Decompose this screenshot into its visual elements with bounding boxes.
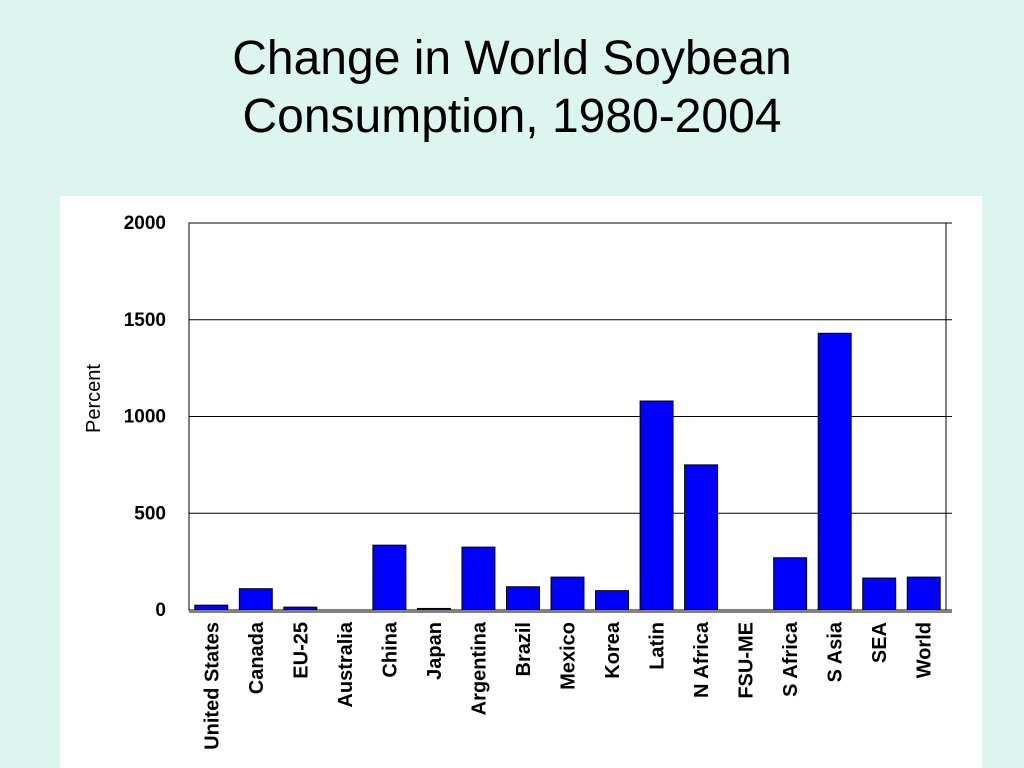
y-tick-label: 0: [155, 600, 166, 621]
bar: [862, 577, 897, 611]
x-category-label: Argentina: [468, 621, 490, 715]
x-category-label: Japan: [424, 622, 446, 680]
bar: [684, 464, 719, 611]
y-tick-label: 1500: [124, 310, 166, 331]
bar: [372, 544, 407, 611]
bar: [505, 586, 540, 611]
bar: [238, 588, 273, 611]
bar: [773, 557, 808, 611]
x-category-label: S Asia: [825, 621, 847, 682]
bar: [550, 576, 585, 611]
title-line-1: Change in World Soybean: [232, 32, 792, 85]
bar: [906, 576, 941, 611]
y-tick-label: 500: [134, 503, 166, 524]
bar: [595, 590, 630, 611]
x-category-label: World: [914, 622, 936, 678]
title-line-2: Consumption, 1980-2004: [242, 90, 782, 143]
bar: [194, 604, 229, 611]
x-category-label: Brazil: [513, 622, 535, 676]
chart-panel: 0 500 1000 1500 2000 Percent United States Cana…: [60, 196, 982, 768]
x-category-label: China: [379, 621, 401, 677]
bar: [283, 606, 318, 611]
bar: [416, 607, 451, 611]
y-axis-title: Percent: [83, 364, 105, 433]
x-category-label: S Africa: [780, 621, 802, 697]
y-tick-label: 2000: [124, 213, 166, 234]
x-category-label: Korea: [602, 621, 624, 679]
bar: [639, 400, 674, 611]
bar: [461, 546, 496, 611]
y-tick-label: 1000: [124, 407, 166, 428]
x-category-label: FSU-ME: [736, 622, 758, 699]
x-category-label: Mexico: [558, 622, 580, 690]
x-category-label: N Africa: [691, 621, 713, 698]
x-category-label: SEA: [869, 622, 891, 663]
x-category-label: Latin: [647, 622, 669, 670]
x-category-label: United States: [201, 622, 223, 750]
x-category-label: Canada: [246, 621, 268, 694]
bar-chart: 0 500 1000 1500 2000 Percent United States Cana…: [83, 213, 952, 750]
x-category-label: Australia: [335, 621, 357, 707]
slide-title: Change in World Soybean Consumption, 198…: [0, 30, 1024, 146]
bar: [817, 332, 852, 611]
x-category-label: EU-25: [290, 622, 312, 679]
